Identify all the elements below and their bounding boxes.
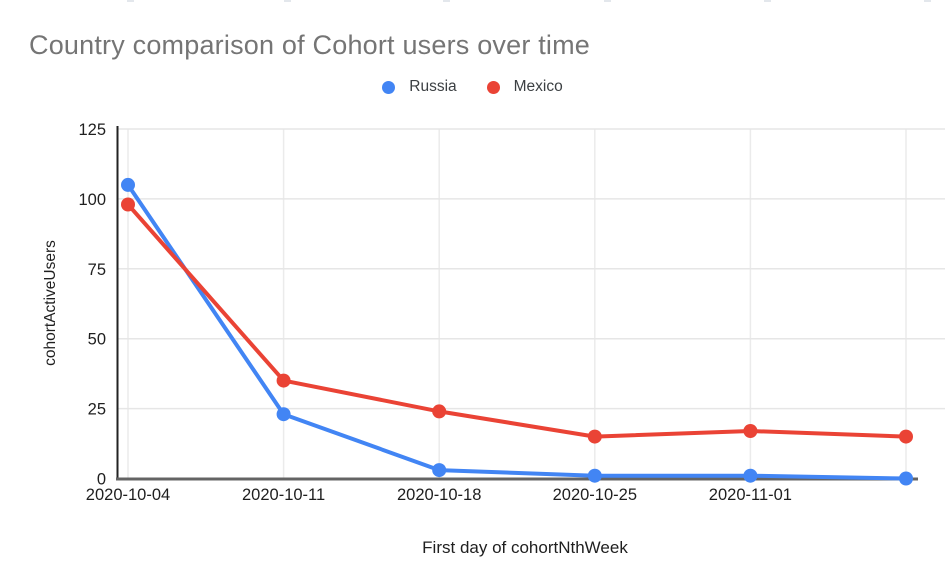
top-crop-mark	[284, 0, 291, 2]
data-point-russia[interactable]	[432, 463, 447, 478]
legend-dot-icon	[382, 80, 396, 94]
x-axis-title: First day of cohortNthWeek	[422, 538, 628, 557]
y-tick-label: 100	[78, 191, 106, 209]
top-crop-mark	[764, 0, 771, 2]
top-crop-mark	[127, 0, 134, 2]
x-tick-label: 2020-10-18	[397, 486, 481, 504]
series-line-mexico[interactable]	[126, 202, 908, 439]
legend-item-russia[interactable]: Russia	[382, 78, 457, 96]
chart-legend: Russia Mexico	[0, 78, 945, 96]
top-crop-mark	[443, 0, 450, 2]
data-point-mexico[interactable]	[432, 404, 447, 419]
legend-label: Russia	[409, 78, 457, 95]
data-point-mexico[interactable]	[587, 429, 602, 444]
data-point-russia[interactable]	[899, 471, 913, 486]
chart-title: Country comparison of Cohort users over …	[29, 30, 591, 60]
x-tick-label: 2020-10-25	[553, 486, 637, 504]
y-tick-label: 50	[88, 331, 106, 349]
series-line-russia[interactable]	[126, 182, 908, 481]
legend-label: Mexico	[513, 78, 563, 95]
y-tick-label: 125	[78, 121, 106, 139]
top-crop-mark	[924, 0, 931, 2]
data-point-mexico[interactable]	[276, 373, 291, 388]
data-point-russia[interactable]	[587, 468, 602, 483]
data-point-mexico[interactable]	[743, 424, 758, 438]
x-tick-label: 2020-10-11	[242, 486, 325, 504]
top-crop-mark	[604, 0, 611, 2]
legend-dot-icon	[486, 80, 500, 94]
y-tick-label: 25	[88, 401, 106, 419]
data-point-mexico[interactable]	[899, 429, 913, 444]
data-point-russia[interactable]	[121, 177, 135, 192]
x-tick-label: 2020-10-04	[86, 486, 170, 504]
legend-item-mexico[interactable]: Mexico	[486, 78, 563, 96]
data-point-mexico[interactable]	[121, 197, 135, 212]
y-tick-label: 0	[97, 471, 106, 489]
data-point-russia[interactable]	[743, 468, 758, 483]
x-tick-label: 2020-11-01	[709, 486, 792, 504]
data-point-russia[interactable]	[276, 407, 291, 422]
y-tick-label: 75	[88, 261, 106, 279]
